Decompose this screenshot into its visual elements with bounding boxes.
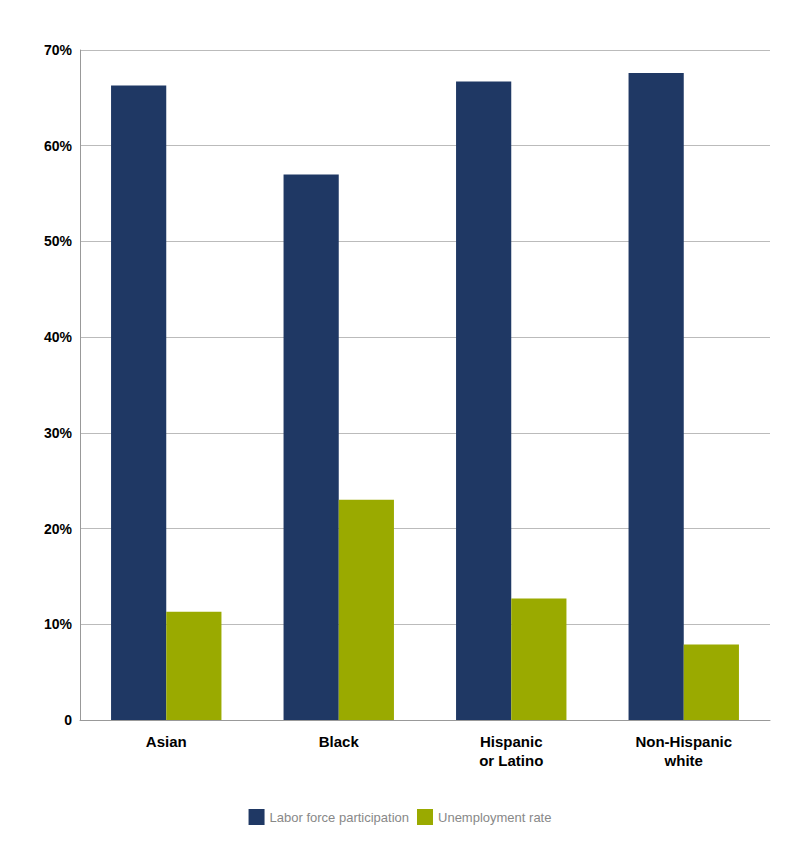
- svg-text:10%: 10%: [44, 616, 73, 632]
- svg-text:Asian: Asian: [146, 733, 187, 750]
- svg-text:white: white: [664, 752, 703, 769]
- svg-text:Labor force participation: Labor force participation: [270, 810, 409, 825]
- svg-text:30%: 30%: [44, 425, 73, 441]
- svg-text:70%: 70%: [44, 42, 73, 58]
- svg-text:Black: Black: [319, 733, 360, 750]
- svg-text:20%: 20%: [44, 521, 73, 537]
- svg-text:60%: 60%: [44, 138, 73, 154]
- svg-text:40%: 40%: [44, 329, 73, 345]
- svg-text:50%: 50%: [44, 233, 73, 249]
- svg-text:0: 0: [64, 712, 72, 728]
- svg-text:or Latino: or Latino: [479, 752, 543, 769]
- svg-text:Hispanic: Hispanic: [480, 733, 543, 750]
- svg-text:Non-Hispanic: Non-Hispanic: [635, 733, 732, 750]
- svg-text:Unemployment rate: Unemployment rate: [438, 810, 551, 825]
